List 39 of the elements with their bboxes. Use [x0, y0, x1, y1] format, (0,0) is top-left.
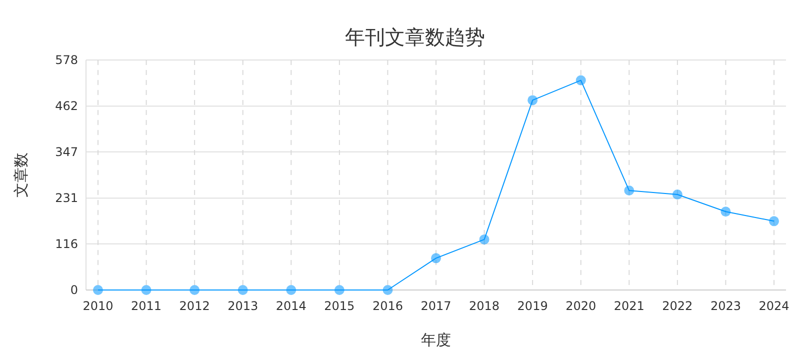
point — [624, 186, 634, 196]
x-tick-label: 2021 — [614, 299, 644, 313]
x-tick-label: 2016 — [372, 299, 403, 313]
x-tick-label: 2013 — [228, 299, 258, 313]
y-axis-title: 文章数 — [12, 152, 30, 198]
x-tick-label: 2011 — [131, 299, 162, 313]
x-tick-label: 2019 — [517, 299, 548, 313]
y-tick-label: 462 — [55, 99, 78, 114]
x-tick-label: 2012 — [179, 299, 210, 313]
point — [238, 285, 248, 295]
x-tick-label: 2022 — [662, 299, 693, 313]
point — [286, 285, 296, 295]
x-axis-title: 年度 — [421, 331, 451, 349]
x-tick-label: 2018 — [469, 299, 500, 313]
point — [382, 285, 393, 295]
point — [93, 285, 103, 295]
point — [479, 234, 490, 244]
point — [334, 285, 344, 295]
point — [769, 216, 779, 226]
x-tick-label: 2015 — [324, 299, 355, 313]
y-tick-label: 578 — [55, 53, 78, 67]
y-tick-label: 347 — [55, 144, 78, 159]
y-tick-label: 0 — [70, 283, 78, 297]
point — [528, 95, 538, 106]
point — [431, 253, 441, 264]
x-tick-label: 2023 — [710, 299, 741, 313]
point — [672, 190, 682, 200]
x-tick-label: 2017 — [420, 299, 452, 313]
x-tick-label: 2020 — [566, 299, 596, 313]
point — [576, 75, 586, 86]
y-tick-label: 116 — [55, 236, 78, 251]
x-tick-label: 2010 — [82, 299, 114, 313]
y-tick-label: 231 — [55, 191, 78, 206]
chart-title: 年刊文章数趋势 — [345, 25, 485, 49]
x-tick-label: 2014 — [276, 299, 306, 313]
point — [720, 206, 731, 217]
point — [190, 285, 200, 295]
point — [141, 285, 152, 295]
x-tick-label: 2024 — [758, 299, 790, 313]
